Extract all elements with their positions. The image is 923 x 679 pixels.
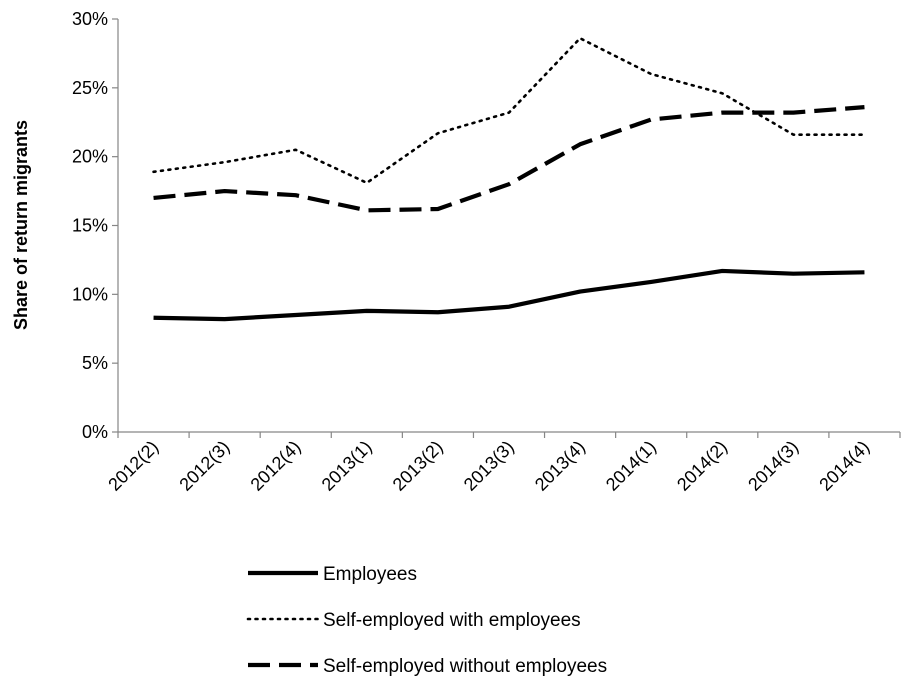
y-tick-label: 5%	[82, 353, 108, 373]
x-tick-label: 2012(3)	[175, 437, 233, 495]
x-tick-label: 2012(2)	[104, 437, 162, 495]
x-tick-label: 2014(2)	[673, 437, 731, 495]
y-tick-label: 10%	[72, 284, 108, 304]
x-axis: 2012(2) 2012(3) 2012(4) 2013(1) 2013(2) 2013(…	[104, 431, 901, 495]
x-tick-label: 2014(1)	[602, 437, 660, 495]
legend: Employees Self-employed with employees Sel…	[246, 564, 607, 677]
series-line-self-employed-with-employees	[152, 36, 866, 185]
series-layer	[152, 36, 866, 322]
y-tick-label: 25%	[72, 78, 108, 98]
x-tick-label: 2013(2)	[389, 437, 447, 495]
legend-label: Employees	[323, 564, 417, 585]
y-axis: 0% 5% 10% 15% 20% 25% 30%	[72, 9, 119, 442]
series-line-employees	[153, 268, 865, 322]
y-tick-label: 15%	[72, 216, 108, 236]
y-tick-label: 30%	[72, 9, 108, 29]
x-tick-label: 2014(4)	[815, 437, 873, 495]
y-axis-title: Share of return migrants	[11, 120, 31, 330]
legend-label: Self-employed with employees	[323, 610, 581, 631]
x-tick-label: 2014(3)	[744, 437, 802, 495]
x-tick-label: 2013(4)	[531, 437, 589, 495]
y-tick-label: 20%	[72, 147, 108, 167]
legend-label: Self-employed without employees	[323, 656, 607, 677]
x-tick-label: 2012(4)	[247, 437, 305, 495]
x-tick-label: 2013(3)	[460, 437, 518, 495]
x-tick-label: 2013(1)	[318, 437, 376, 495]
series-line-self-employed-without-employees	[153, 105, 865, 213]
y-tick-label: 0%	[82, 422, 108, 442]
